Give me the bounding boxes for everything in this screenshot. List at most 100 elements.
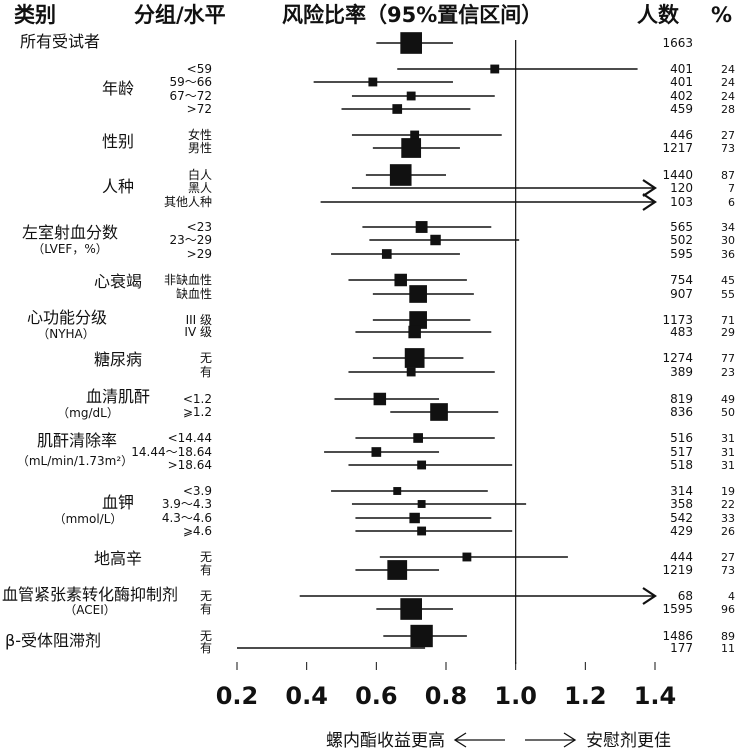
level-label: IV 级 bbox=[184, 325, 212, 339]
percent-value: 28 bbox=[721, 103, 735, 116]
count-value: 516 bbox=[670, 431, 693, 445]
level-label: 3.9～4.3 bbox=[162, 497, 212, 511]
count-value: 1595 bbox=[662, 602, 693, 616]
percent-value: 45 bbox=[721, 274, 735, 287]
percent-value: 55 bbox=[721, 288, 735, 301]
percent-value: 73 bbox=[721, 564, 735, 577]
hr-marker bbox=[490, 64, 500, 74]
percent-value: 26 bbox=[721, 525, 735, 538]
header-hazard-ratio: 风险比率（95%置信区间） bbox=[282, 3, 542, 27]
percent-value: 4 bbox=[728, 590, 735, 603]
level-label: 有 bbox=[200, 563, 212, 577]
category-label: 血管紧张素转化酶抑制剂 bbox=[2, 585, 178, 604]
hr-marker bbox=[430, 403, 448, 421]
x-tick-label: 0.2 bbox=[216, 682, 259, 710]
percent-value: 33 bbox=[721, 512, 735, 525]
percent-value: 73 bbox=[721, 142, 735, 155]
hr-marker bbox=[393, 487, 402, 495]
percent-value: 77 bbox=[721, 352, 735, 365]
hr-marker bbox=[406, 367, 416, 377]
x-axis: 0.2 0.4 0.6 0.8 1.0 1.2 1.4 bbox=[216, 40, 676, 710]
count-value: 819 bbox=[670, 392, 693, 406]
count-value: 565 bbox=[670, 220, 693, 234]
count-value: 1217 bbox=[662, 141, 693, 155]
category-label: 糖尿病 bbox=[94, 350, 142, 369]
level-label: ⩾1.2 bbox=[183, 405, 212, 419]
header-percent: % bbox=[711, 3, 732, 27]
level-label: 缺血性 bbox=[176, 286, 212, 301]
forest-rows: 1663 <59 401 24 59～66 401 24 67～72 402 24 >72 459 28… bbox=[131, 32, 735, 655]
hr-marker bbox=[413, 433, 423, 443]
count-value: 1440 bbox=[662, 168, 693, 182]
level-label: III 级 bbox=[186, 313, 212, 327]
percent-value: 30 bbox=[721, 234, 735, 247]
level-label: 无 bbox=[200, 351, 212, 365]
category-label: 心功能分级 bbox=[27, 308, 107, 327]
hr-marker bbox=[406, 91, 416, 101]
header-category: 类别 bbox=[14, 3, 56, 27]
percent-value: 24 bbox=[721, 76, 735, 89]
x-tick-label: 0.6 bbox=[355, 682, 398, 710]
hr-marker bbox=[408, 325, 421, 339]
hr-marker bbox=[410, 130, 420, 140]
hr-marker bbox=[410, 624, 433, 648]
level-label: <59 bbox=[187, 62, 212, 76]
category-label: 左室射血分数 bbox=[22, 223, 118, 242]
hr-marker bbox=[389, 164, 412, 186]
level-label: <23 bbox=[187, 220, 212, 234]
count-value: 483 bbox=[670, 325, 693, 339]
category-sublabel: （mmol/L） bbox=[54, 512, 123, 526]
percent-value: 11 bbox=[721, 642, 735, 655]
arrow-right-head bbox=[563, 732, 577, 748]
count-value: 68 bbox=[678, 589, 693, 603]
hr-marker bbox=[430, 234, 441, 246]
count-value: 1219 bbox=[662, 563, 693, 577]
hr-marker bbox=[409, 311, 427, 329]
percent-value: 29 bbox=[721, 326, 735, 339]
percent-value: 31 bbox=[721, 432, 735, 445]
hr-marker bbox=[400, 32, 422, 54]
hr-marker bbox=[409, 512, 420, 524]
percent-value: 27 bbox=[721, 551, 735, 564]
level-label: 有 bbox=[200, 365, 212, 379]
percent-value: 71 bbox=[721, 314, 735, 327]
hr-marker bbox=[368, 77, 378, 87]
x-tick-label: 1.0 bbox=[494, 682, 537, 710]
percent-value: 24 bbox=[721, 90, 735, 103]
header-count: 人数 bbox=[637, 3, 680, 27]
hr-marker bbox=[415, 221, 428, 233]
hr-marker bbox=[409, 285, 427, 303]
level-label: <3.9 bbox=[183, 484, 212, 498]
hr-marker bbox=[392, 104, 403, 114]
level-label: 非缺血性 bbox=[164, 272, 212, 287]
percent-value: 27 bbox=[721, 129, 735, 142]
hr-marker bbox=[387, 560, 408, 580]
percent-value: 19 bbox=[721, 485, 735, 498]
percent-value: 24 bbox=[721, 63, 735, 76]
count-value: 459 bbox=[670, 102, 693, 116]
count-value: 103 bbox=[670, 195, 693, 209]
count-value: 1663 bbox=[662, 36, 693, 50]
level-label: 14.44～18.64 bbox=[131, 445, 212, 459]
category-label: 人种 bbox=[102, 177, 134, 196]
count-value: 177 bbox=[670, 641, 693, 655]
category-label: 地高辛 bbox=[94, 549, 142, 568]
level-label: 4.3～4.6 bbox=[162, 511, 212, 525]
ci-arrow bbox=[642, 587, 657, 605]
level-label: <1.2 bbox=[183, 392, 212, 406]
count-value: 402 bbox=[670, 89, 693, 103]
hr-marker bbox=[404, 348, 425, 368]
hr-marker bbox=[417, 500, 426, 508]
hr-marker bbox=[400, 598, 422, 620]
count-value: 429 bbox=[670, 524, 693, 538]
level-label: 黑人 bbox=[188, 181, 212, 195]
count-value: 907 bbox=[670, 287, 693, 301]
level-label: 其他人种 bbox=[164, 195, 212, 209]
percent-value: 31 bbox=[721, 459, 735, 472]
category-sublabel: （LVEF，%） bbox=[32, 242, 107, 256]
direction-left-label: 螺内酯收益更高 bbox=[326, 731, 445, 751]
x-tick-label: 0.8 bbox=[425, 682, 468, 710]
category-label: 性别 bbox=[102, 132, 134, 151]
ci-arrow bbox=[642, 179, 657, 197]
